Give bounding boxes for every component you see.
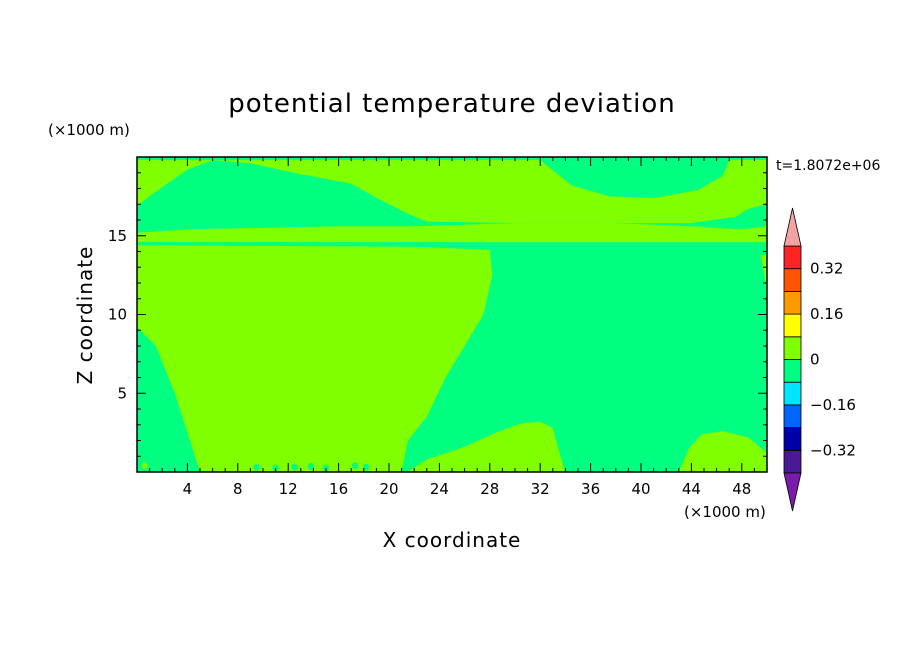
contour-region-2	[137, 160, 213, 206]
surface-speck-10	[544, 463, 551, 471]
x-tick-label: 24	[430, 480, 449, 498]
x-tick-label: 36	[581, 480, 600, 498]
colorbar-swatch-0	[783, 449, 802, 474]
surface-speck-0	[141, 462, 148, 470]
colorbar-tick-label: 0	[810, 351, 820, 369]
colorbar-labels: 0.32 0.16 0 −0.16 −0.32	[810, 260, 856, 460]
colorbar-tick-label: 0.32	[810, 260, 843, 278]
x-tick-label: 12	[279, 480, 298, 498]
y-axis-label: Z coordinate	[73, 246, 97, 385]
y-tick-label: 5	[117, 384, 127, 402]
colorbar: 0.32 0.16 0 −0.16 −0.32	[783, 207, 856, 512]
colorbar-swatch-8	[783, 268, 802, 292]
x-tick-label: 48	[732, 480, 751, 498]
surface-speck-8	[459, 463, 466, 471]
contour-fill-layer	[137, 160, 767, 472]
surface-speck-6	[351, 462, 358, 470]
y-axis-unit: (×1000 m)	[48, 121, 130, 139]
surface-speck-1	[253, 463, 260, 471]
x-axis-unit: (×1000 m)	[684, 503, 766, 521]
y-tick-label: 10	[108, 306, 127, 324]
colorbar-under-triangle	[783, 472, 802, 512]
contour-region-6	[760, 254, 767, 291]
x-tick-label: 28	[480, 480, 499, 498]
x-tick-label: 32	[531, 480, 550, 498]
colorbar-swatch-3	[783, 381, 802, 406]
y-tick-label: 15	[108, 227, 127, 245]
colorbar-tick-label: −0.32	[810, 441, 856, 459]
colorbar-swatch-6	[783, 313, 802, 338]
axis-ticks	[137, 157, 767, 472]
x-axis-label: X coordinate	[383, 528, 522, 552]
colorbar-over-triangle	[783, 207, 802, 247]
colorbar-swatch-9	[783, 245, 802, 270]
y-tick-labels: 5 10 15	[108, 227, 127, 403]
contour-region-5	[678, 431, 767, 472]
colorbar-swatch-1	[783, 427, 802, 451]
colorbar-tick-label: 0.16	[810, 305, 843, 323]
contour-region-4	[407, 421, 566, 472]
colorbar-swatch-4	[783, 359, 802, 383]
chart-title: potential temperature deviation	[228, 89, 675, 119]
time-stamp: t=1.8072e+06	[776, 158, 880, 174]
contour-region-0	[137, 245, 493, 472]
contour-region-3	[212, 160, 767, 224]
colorbar-swatch-2	[783, 404, 802, 428]
surface-speck-7	[363, 463, 370, 471]
x-tick-label: 16	[329, 480, 348, 498]
x-tick-label: 20	[379, 480, 398, 498]
x-tick-label: 8	[233, 480, 243, 498]
colorbar-swatch-5	[783, 336, 802, 360]
surface-speck-9	[477, 464, 484, 472]
colorbar-swatches	[783, 207, 802, 512]
x-tick-labels: 4 8 12 16 20 24 28 32 36 40 44 48	[183, 480, 752, 498]
colorbar-tick-label: −0.16	[810, 396, 856, 414]
x-tick-label: 44	[682, 480, 701, 498]
surface-noise-layer	[141, 462, 551, 472]
x-tick-label: 40	[631, 480, 650, 498]
surface-speck-4	[307, 462, 314, 470]
contour-region-1	[137, 223, 767, 243]
x-tick-label: 4	[183, 480, 193, 498]
surface-speck-3	[291, 463, 298, 471]
colorbar-swatch-7	[783, 290, 802, 315]
